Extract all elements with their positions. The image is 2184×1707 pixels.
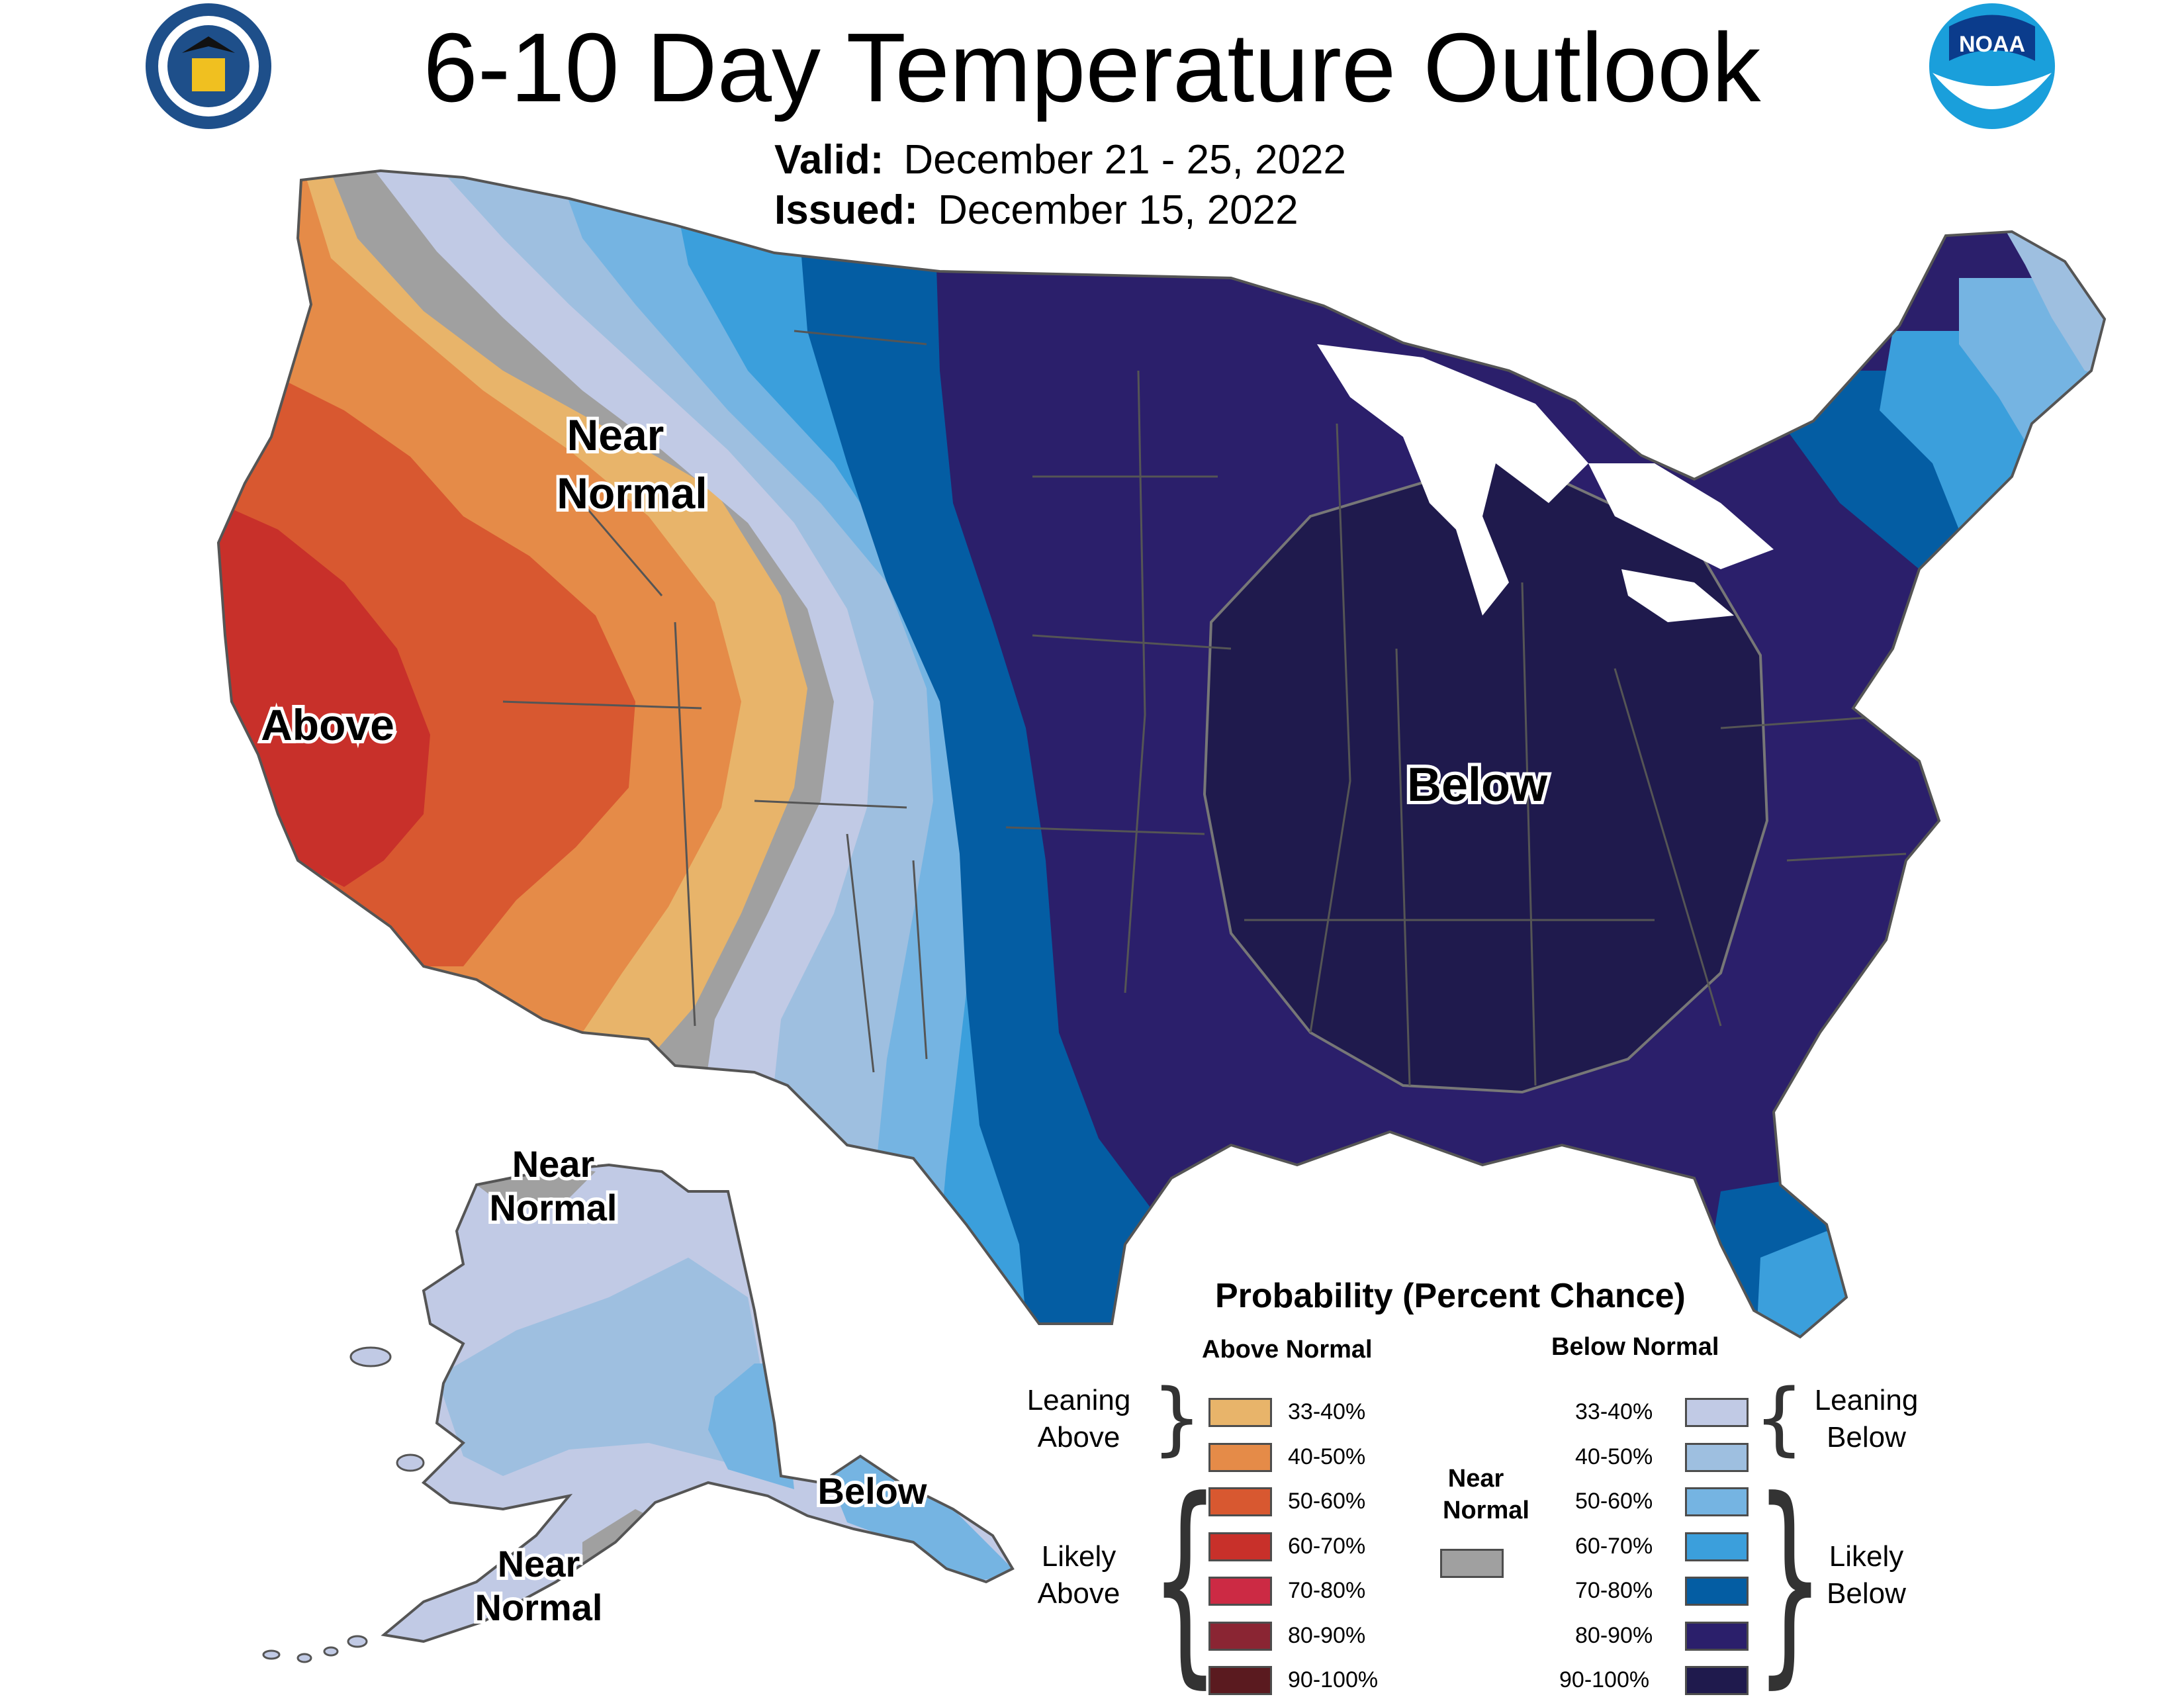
- issued-label: Issued:: [774, 187, 919, 233]
- legend-brace-likely-above: {: [1150, 1453, 1220, 1707]
- department-of-commerce-seal-icon: [146, 3, 271, 129]
- c-lakes-band: [1317, 344, 1774, 622]
- legend-below-swatch-2: [1685, 1442, 1749, 1472]
- label-near-normal-ak-south-1: Near: [498, 1543, 580, 1585]
- legend-above-header: Above Normal: [1202, 1336, 1373, 1363]
- legend-likely-below-2: Below: [1827, 1577, 1906, 1610]
- legend-below-swatch-3: [1685, 1487, 1749, 1516]
- legend-likely-below-1: Likely: [1829, 1540, 1904, 1573]
- ak-b3b-band: [821, 1456, 1013, 1582]
- legend-below-label-2: 40-50%: [1575, 1444, 1653, 1469]
- conus-probability-bands: [218, 171, 2105, 1337]
- label-near-normal-ak-north-2: Normal: [490, 1187, 617, 1228]
- legend-likely-above: Likely Above: [1013, 1538, 1145, 1612]
- legend-likely-above-2: Above: [1037, 1577, 1120, 1610]
- label-above: Above: [261, 700, 394, 749]
- legend-near-normal-1: Near: [1447, 1465, 1504, 1493]
- alaska-probability-bands: [384, 1165, 1013, 1641]
- legend-leaning-below-2: Below: [1827, 1421, 1906, 1453]
- issued-date: Issued: December 15, 2022: [774, 187, 1298, 234]
- valid-dates: Valid: December 21 - 25, 2022: [774, 136, 1346, 184]
- legend-above-label-5: 70-80%: [1288, 1578, 1366, 1603]
- legend-likely-above-1: Likely: [1041, 1540, 1116, 1573]
- legend-below-swatch-1: [1685, 1398, 1749, 1427]
- alaska-outline: [381, 1163, 1015, 1643]
- label-below-conus: Below: [1407, 759, 1548, 811]
- c-b5fl-band: [1754, 1231, 1866, 1337]
- svg-text:NOAA: NOAA: [1959, 32, 2025, 57]
- legend-below-swatch-5: [1685, 1577, 1749, 1606]
- legend-below-label-3: 50-60%: [1575, 1489, 1653, 1514]
- label-near-normal-ak-north-1: Near: [512, 1143, 595, 1185]
- legend-below-label-6: 80-90%: [1575, 1622, 1653, 1648]
- issued-value: December 15, 2022: [938, 187, 1298, 233]
- legend-near-normal-swatch: [1440, 1549, 1504, 1578]
- legend-brace-leaning-above: }: [1152, 1373, 1203, 1465]
- legend-above-label-2: 40-50%: [1288, 1444, 1366, 1469]
- legend-above-swatch-5: [1208, 1577, 1272, 1606]
- legend-leaning-above-1: Leaning: [1026, 1384, 1131, 1416]
- legend-above-label-4: 60-70%: [1288, 1533, 1366, 1559]
- page-title: 6-10 Day Temperature Outlook: [423, 13, 1761, 122]
- legend-title: Probability (Percent Chance): [1215, 1277, 1686, 1315]
- legend-above-swatch-1: [1208, 1398, 1272, 1427]
- legend-leaning-above-2: Above: [1037, 1421, 1120, 1453]
- noaa-logo-icon: NOAA: [1929, 3, 2055, 129]
- c-b3e-band: [1999, 218, 2105, 397]
- legend-near-normal-2: Normal: [1443, 1497, 1529, 1524]
- legend-below-label-4: 60-70%: [1575, 1533, 1653, 1559]
- legend-above-label-6: 80-90%: [1288, 1622, 1366, 1648]
- legend-above-label-3: 50-60%: [1288, 1489, 1366, 1514]
- c-a4-band: [218, 463, 430, 887]
- legend-below-swatch-7: [1685, 1666, 1749, 1695]
- legend-below-label-5: 70-80%: [1575, 1578, 1653, 1603]
- legend-above-swatch-7: [1208, 1666, 1272, 1695]
- valid-label: Valid:: [774, 137, 884, 183]
- conus-outline: [216, 169, 2107, 1339]
- legend-leaning-below-1: Leaning: [1814, 1384, 1919, 1416]
- legend-above-swatch-6: [1208, 1621, 1272, 1651]
- legend-below-label-1: 33-40%: [1575, 1399, 1653, 1424]
- legend-below-swatch-6: [1685, 1621, 1749, 1651]
- label-near-normal-ak-south-2: Normal: [475, 1587, 603, 1628]
- legend-brace-likely-below: }: [1755, 1453, 1825, 1707]
- legend-above-label-7: 90-100%: [1288, 1667, 1379, 1692]
- ak-b2-band: [437, 1258, 781, 1476]
- legend-likely-below: Likely Below: [1800, 1538, 1933, 1612]
- legend-leaning-above: Leaning Above: [1013, 1382, 1145, 1456]
- legend-below-swatch-4: [1685, 1532, 1749, 1561]
- legend-brace-leaning-below: {: [1754, 1373, 1805, 1465]
- label-near-normal-conus-2: Normal: [557, 469, 707, 518]
- label-below-ak: Below: [818, 1470, 927, 1512]
- aleutian-islands: [262, 1346, 425, 1663]
- legend-below-label-7: 90-100%: [1559, 1667, 1650, 1692]
- label-near-normal-conus-1: Near: [567, 410, 664, 459]
- legend-above-label-1: 33-40%: [1288, 1399, 1366, 1424]
- legend-leaning-below: Leaning Below: [1800, 1382, 1933, 1456]
- legend-above-swatch-3: [1208, 1487, 1272, 1516]
- legend-near-normal-label: Near Normal: [1443, 1463, 1529, 1526]
- legend-below-header: Below Normal: [1551, 1333, 1719, 1361]
- legend-above-swatch-4: [1208, 1532, 1272, 1561]
- valid-value: December 21 - 25, 2022: [903, 137, 1347, 183]
- ak-nn1-band: [477, 1165, 596, 1205]
- legend-above-swatch-2: [1208, 1442, 1272, 1472]
